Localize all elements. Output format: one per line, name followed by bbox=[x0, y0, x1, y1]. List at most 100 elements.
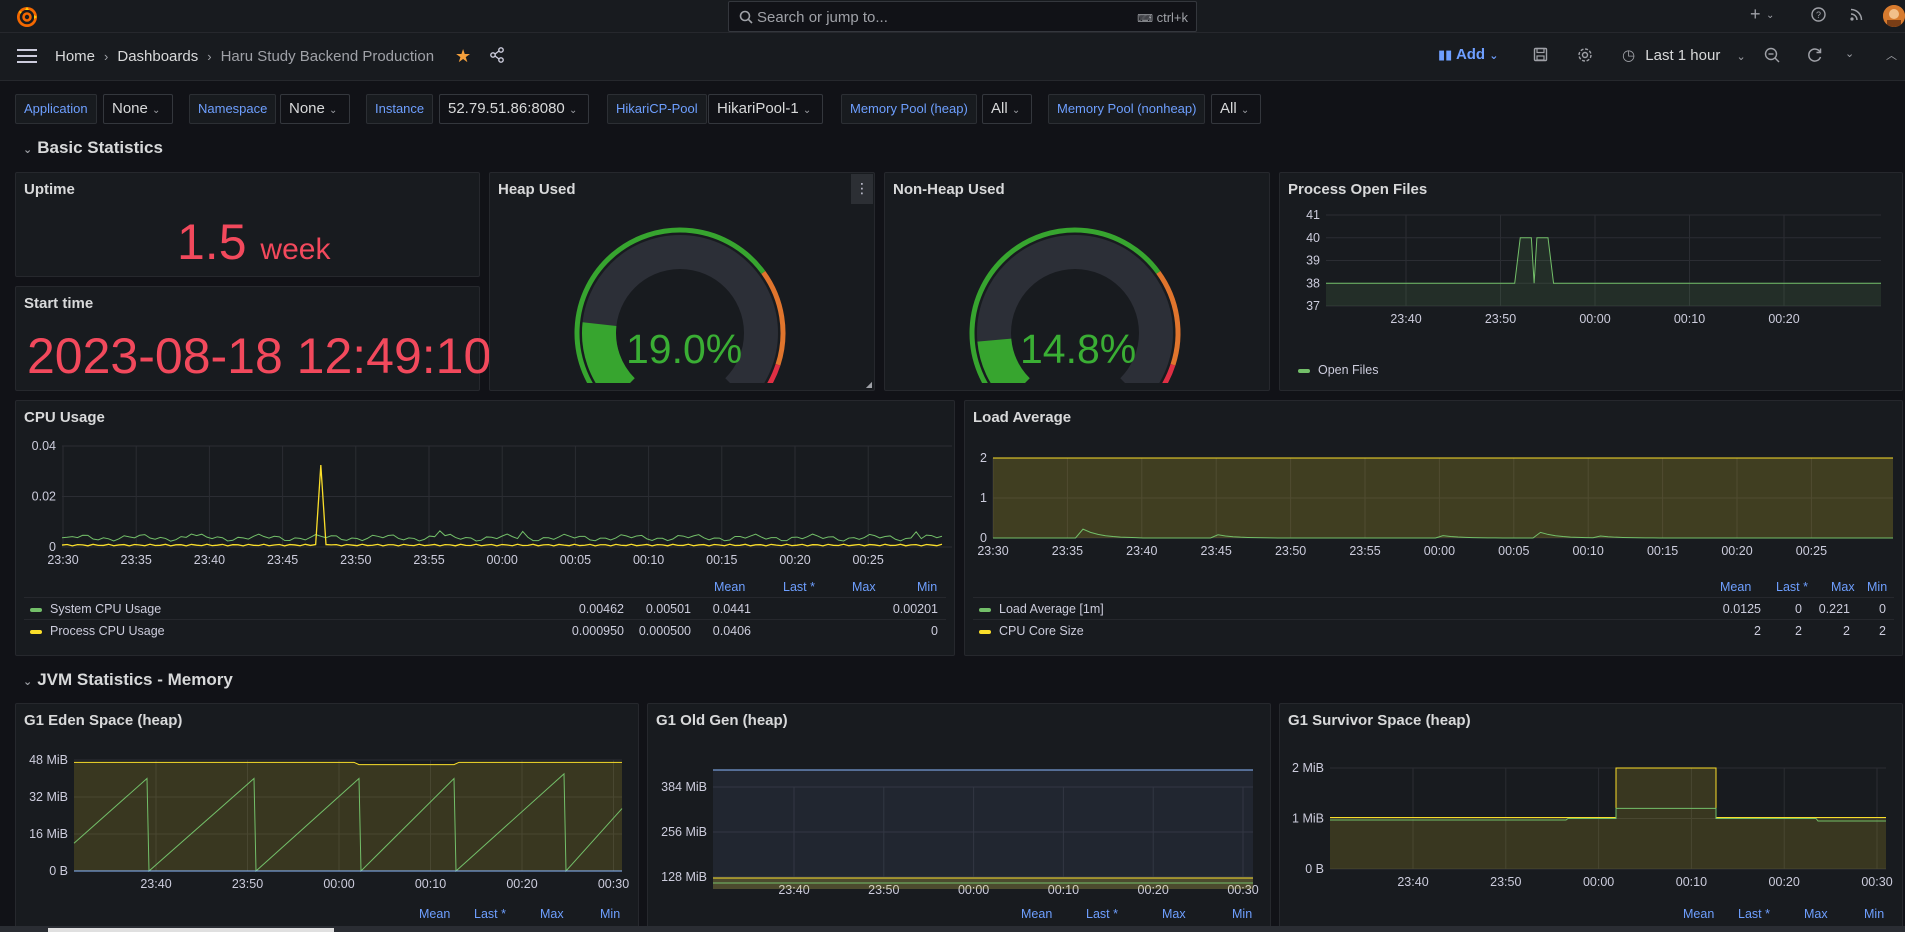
y-tick-label: 2 MiB bbox=[1292, 761, 1324, 775]
breadcrumb-current: Haru Study Backend Production bbox=[220, 48, 435, 65]
legend-header-last[interactable]: Last * bbox=[1086, 907, 1118, 921]
gauge-threshold-orange bbox=[1156, 270, 1181, 366]
save-dashboard-icon[interactable] bbox=[1533, 47, 1548, 66]
refresh-interval-chevron-icon[interactable]: ⌄ bbox=[1845, 48, 1855, 60]
series-area-committed bbox=[74, 762, 622, 871]
x-tick-label: 00:20 bbox=[779, 553, 810, 567]
x-tick-label: 23:35 bbox=[1052, 544, 1083, 558]
breadcrumb-home[interactable]: Home bbox=[55, 48, 96, 65]
panel-g1-eden-space: G1 Eden Space (heap) 0 B 16 MiB 32 MiB 48 M… bbox=[15, 703, 639, 929]
var-select-hikaricp-pool[interactable]: HikariPool-1 ⌄ bbox=[708, 94, 823, 124]
series-line-open-files bbox=[1326, 237, 1881, 284]
x-tick-label: 23:50 bbox=[232, 877, 263, 891]
avatar[interactable] bbox=[1883, 5, 1905, 27]
legend-header-min[interactable]: Min bbox=[1232, 907, 1253, 921]
legend-header-min[interactable]: Min bbox=[1867, 580, 1888, 594]
time-range-picker[interactable]: ◷ Last 1 hour ⌄ bbox=[1622, 46, 1746, 64]
var-select-memory-pool-heap[interactable]: All ⌄ bbox=[982, 94, 1032, 124]
legend-row-cpu-core-size[interactable]: CPU Core Size 2 2 2 2 bbox=[973, 619, 1894, 641]
panel-title: Load Average bbox=[973, 409, 1072, 426]
panel-menu-icon[interactable]: ⋮ bbox=[851, 174, 873, 204]
series-line-used bbox=[1330, 807, 1886, 822]
legend-mean: 0.00462 bbox=[578, 602, 624, 616]
legend-header-min[interactable]: Min bbox=[600, 907, 621, 921]
panel-title: Non-Heap Used bbox=[893, 181, 1005, 198]
legend-header-last[interactable]: Last * bbox=[474, 907, 506, 921]
uptime-number: 1.5 bbox=[177, 214, 247, 270]
legend-header-max[interactable]: Max bbox=[852, 580, 876, 594]
legend-min: 2 bbox=[1879, 624, 1886, 638]
x-tick-label: 00:10 bbox=[1573, 544, 1604, 558]
legend-header-max[interactable]: Max bbox=[1804, 907, 1828, 921]
legend-header-mean[interactable]: Mean bbox=[1021, 907, 1053, 921]
breadcrumb-dashboards[interactable]: Dashboards bbox=[117, 48, 199, 65]
y-tick-label: 38 bbox=[1306, 276, 1320, 290]
legend-header-max[interactable]: Max bbox=[1162, 907, 1186, 921]
menu-icon[interactable] bbox=[17, 49, 37, 63]
legend-header-min[interactable]: Min bbox=[917, 580, 938, 594]
collapse-up-icon[interactable]: ︿ bbox=[1886, 50, 1897, 62]
x-tick-label: 00:00 bbox=[323, 877, 354, 891]
legend-header-last[interactable]: Last * bbox=[783, 580, 815, 594]
row-basic-statistics[interactable]: ⌄ Basic Statistics bbox=[23, 138, 163, 158]
nonheap-gauge bbox=[969, 227, 1181, 383]
legend-header-mean[interactable]: Mean bbox=[1683, 907, 1715, 921]
var-select-instance[interactable]: 52.79.51.86:8080 ⌄ bbox=[439, 94, 589, 124]
panel-title: CPU Usage bbox=[24, 409, 105, 426]
var-select-application[interactable]: None ⌄ bbox=[103, 94, 173, 124]
x-tick-label: 23:40 bbox=[1397, 875, 1428, 889]
search-shortcut-label: ctrl+k bbox=[1156, 10, 1188, 25]
help-icon[interactable]: ? bbox=[1811, 7, 1826, 26]
add-button[interactable]: ▮▮ Add ⌄ bbox=[1438, 46, 1499, 63]
legend-row-load-average-1m[interactable]: Load Average [1m] 0.0125 0 0.221 0 bbox=[973, 597, 1894, 619]
search-input[interactable]: Search or jump to... ⌨ ctrl+k bbox=[728, 1, 1197, 32]
legend-max: 0.221 bbox=[1818, 602, 1850, 616]
legend-header-mean[interactable]: Mean bbox=[1720, 580, 1752, 594]
legend-header-max[interactable]: Max bbox=[540, 907, 564, 921]
legend-header-mean[interactable]: Mean bbox=[714, 580, 746, 594]
x-tick-label: 23:50 bbox=[868, 883, 899, 897]
x-tick-label: 00:05 bbox=[560, 553, 591, 567]
legend-row-system-cpu[interactable]: System CPU Usage 0.00462 0.00501 0.0441 … bbox=[24, 597, 946, 619]
new-plus-icon[interactable]: + bbox=[1750, 4, 1761, 24]
x-tick-label: 23:45 bbox=[1201, 544, 1232, 558]
legend-header-last[interactable]: Last * bbox=[1738, 907, 1770, 921]
legend-header-min[interactable]: Min bbox=[1864, 907, 1885, 921]
chevron-down-icon[interactable]: ⌄ bbox=[1766, 10, 1775, 21]
x-tick-label: 00:20 bbox=[506, 877, 537, 891]
news-rss-icon[interactable] bbox=[1849, 7, 1864, 26]
panel-start-time: Start time 2023-08-18 12:49:10 bbox=[15, 286, 491, 391]
x-tick-label: 23:45 bbox=[267, 553, 298, 567]
resize-handle-icon[interactable]: ◢ bbox=[865, 380, 872, 389]
row-jvm-statistics-memory[interactable]: ⌄ JVM Statistics - Memory bbox=[23, 670, 233, 690]
nonheap-gauge-value: 14.8% bbox=[1020, 326, 1137, 372]
y-tick-label: 128 MiB bbox=[661, 870, 707, 884]
share-icon[interactable] bbox=[489, 47, 505, 63]
refresh-icon[interactable] bbox=[1807, 47, 1823, 67]
x-tick-label: 00:10 bbox=[1674, 312, 1705, 326]
x-tick-label: 23:50 bbox=[1275, 544, 1306, 558]
x-tick-label: 00:10 bbox=[415, 877, 446, 891]
var-select-namespace[interactable]: None ⌄ bbox=[280, 94, 350, 124]
var-select-memory-pool-nonheap[interactable]: All ⌄ bbox=[1211, 94, 1261, 124]
var-value-instance: 52.79.51.86:8080 bbox=[448, 100, 565, 117]
panel-title: G1 Survivor Space (heap) bbox=[1288, 712, 1471, 729]
gauge-track bbox=[977, 235, 1173, 383]
legend-header-max[interactable]: Max bbox=[1831, 580, 1855, 594]
heap-gauge bbox=[574, 227, 786, 383]
heap-gauge-value: 19.0% bbox=[626, 326, 743, 372]
gauge-threshold-orange bbox=[761, 270, 786, 366]
x-tick-label: 00:25 bbox=[1796, 544, 1827, 558]
zoom-out-icon[interactable] bbox=[1764, 47, 1780, 67]
chevron-down-icon: ⌄ bbox=[1489, 50, 1499, 62]
x-tick-label: 00:20 bbox=[1769, 875, 1800, 889]
legend-row-process-cpu[interactable]: Process CPU Usage 0.000950 0.000500 0.04… bbox=[24, 619, 946, 641]
legend-header-last[interactable]: Last * bbox=[1776, 580, 1808, 594]
favorite-star-icon[interactable]: ★ bbox=[455, 46, 472, 66]
x-tick-label: 00:00 bbox=[1424, 544, 1455, 558]
var-value-memory-pool-nonheap: All bbox=[1220, 100, 1237, 117]
legend-header-mean[interactable]: Mean bbox=[419, 907, 451, 921]
settings-gear-icon[interactable] bbox=[1577, 47, 1593, 67]
grafana-logo-icon[interactable] bbox=[15, 5, 39, 29]
legend-open-files[interactable]: Open Files bbox=[1298, 363, 1378, 377]
